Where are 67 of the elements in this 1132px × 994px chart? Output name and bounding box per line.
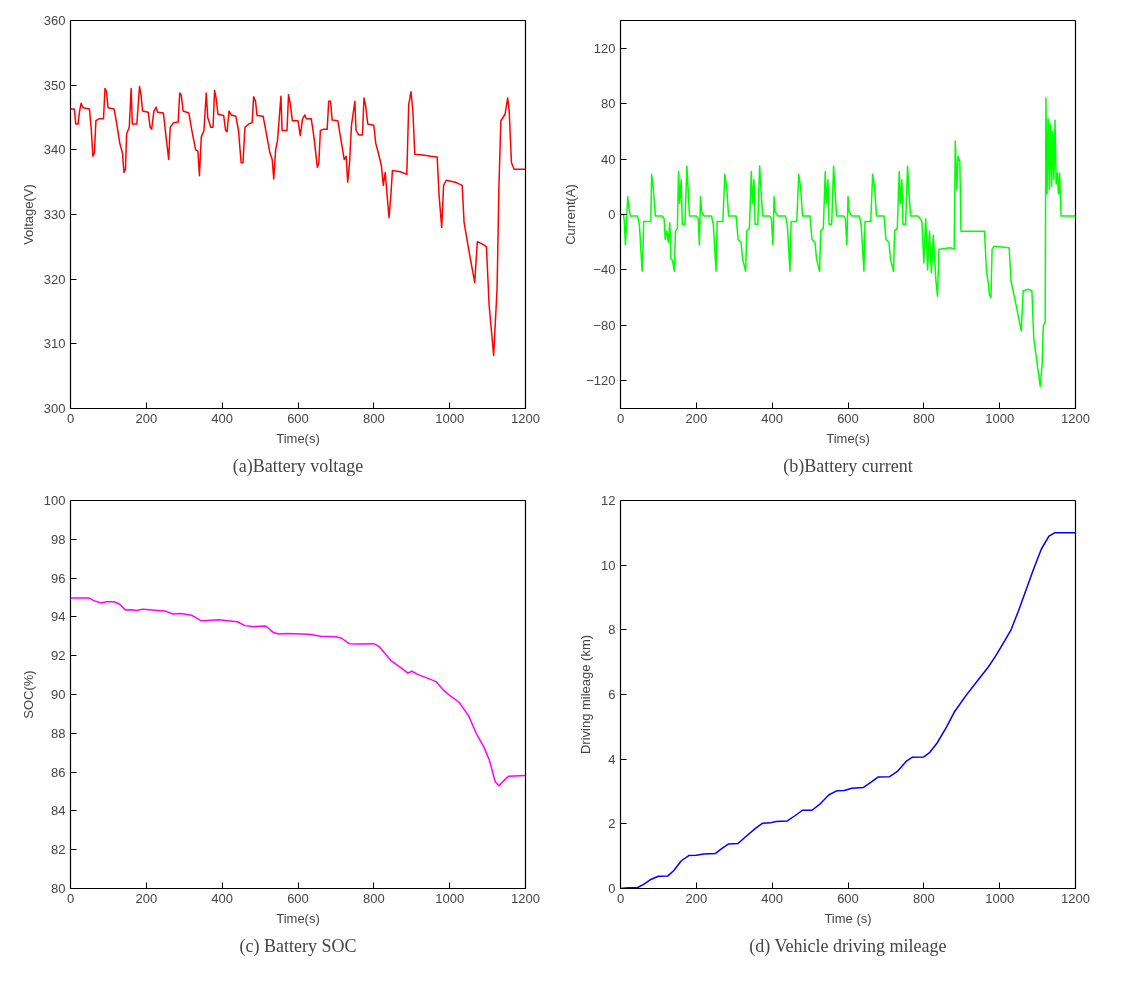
x-tick-label: 1200 [1061, 410, 1090, 426]
y-tick-label: −80 [593, 317, 616, 333]
y-tick-label: 40 [601, 151, 616, 167]
y-tick-label: 90 [51, 687, 66, 702]
y-axis-title: Current(A) [563, 184, 579, 245]
x-tick-label: 800 [362, 890, 385, 906]
y-axis-title: Voltage(V) [20, 184, 36, 245]
text: (b)Battery current [783, 455, 913, 477]
x-tick-label: 800 [912, 410, 935, 426]
text: (c) Battery SOC [239, 935, 357, 957]
x-tick-label: 200 [135, 890, 158, 906]
x-tick-label: 1200 [511, 410, 540, 426]
x-tick-label: 200 [135, 410, 158, 426]
y-tick-label: 340 [43, 142, 66, 158]
y-tick-label: 86 [51, 764, 66, 780]
y-tick-label: −120 [586, 373, 616, 389]
y-tick-label: 330 [43, 207, 66, 222]
x-tick-label: 200 [685, 890, 708, 906]
x-axis-title: Time(s) [826, 430, 870, 446]
x-axis-title: Time(s) [276, 430, 320, 446]
x-tick-label: 1000 [985, 890, 1015, 906]
y-tick-label: 0 [608, 207, 616, 222]
x-tick-label: 800 [912, 890, 935, 906]
y-tick-label: 12 [601, 493, 616, 508]
y-tick-label: 350 [43, 77, 66, 93]
y-axis-title: Driving mileage (km) [578, 634, 594, 755]
x-tick-label: 1200 [511, 890, 540, 906]
x-axis-title: Time(s) [276, 910, 320, 926]
y-tick-label: 80 [601, 96, 616, 112]
x-tick-label: 600 [837, 410, 859, 426]
y-tick-label: 320 [43, 271, 66, 287]
x-tick-label: 400 [211, 890, 234, 906]
y-tick-label: −40 [593, 262, 616, 278]
y-tick-label: 120 [593, 40, 616, 56]
y-tick-label: 94 [51, 609, 66, 625]
x-tick-label: 800 [362, 410, 385, 426]
y-tick-label: 84 [51, 803, 66, 819]
y-tick-label: 92 [51, 648, 66, 664]
x-tick-label: 1000 [985, 410, 1015, 426]
x-tick-label: 400 [761, 410, 784, 426]
y-tick-label: 88 [51, 725, 66, 741]
y-tick-label: 360 [43, 13, 66, 28]
x-tick-label: 600 [837, 890, 859, 906]
y-tick-label: 10 [601, 557, 616, 573]
y-tick-label: 100 [43, 493, 66, 508]
text: (a)Battery voltage [232, 455, 364, 477]
x-tick-label: 1200 [1061, 890, 1090, 906]
y-tick-label: 98 [51, 531, 66, 547]
y-tick-label: 82 [51, 842, 66, 858]
y-tick-label: 96 [51, 570, 66, 586]
y-tick-label: 8 [608, 622, 616, 638]
y-tick-label: 4 [608, 751, 616, 767]
y-tick-label: 2 [608, 816, 616, 832]
y-tick-label: 80 [51, 881, 66, 896]
x-tick-label: 200 [685, 410, 708, 426]
x-axis-title: Time (s) [824, 910, 872, 926]
y-tick-label: 300 [43, 401, 66, 416]
x-tick-label: 600 [287, 410, 309, 426]
x-tick-label: 400 [211, 410, 234, 426]
x-tick-label: 400 [761, 890, 784, 906]
x-tick-label: 1000 [435, 410, 465, 426]
x-tick-label: 1000 [435, 890, 465, 906]
y-axis-title: SOC(%) [20, 670, 36, 719]
y-tick-label: 6 [608, 687, 616, 702]
text: (d) Vehicle driving mileage [749, 935, 947, 957]
y-tick-label: 310 [43, 336, 66, 352]
x-tick-label: 600 [287, 890, 309, 906]
